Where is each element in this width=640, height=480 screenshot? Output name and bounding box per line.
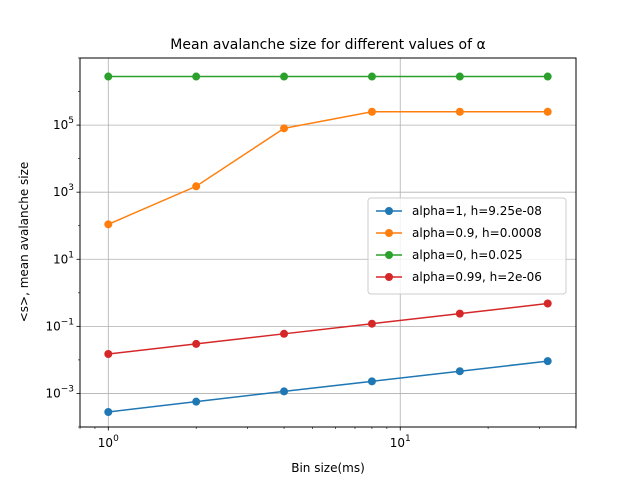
legend-entry: alpha=0.99, h=2e-06 [412, 270, 542, 284]
series-group [104, 72, 552, 416]
data-point [367, 377, 376, 386]
y-tick-label: 101 [53, 250, 74, 266]
y-axis-label: <s>, mean avalanche size [17, 162, 31, 323]
data-point [455, 309, 464, 318]
legend-marker [385, 273, 393, 281]
legend-marker [385, 207, 393, 215]
legend-entry: alpha=1, h=9.25e-08 [412, 204, 542, 218]
data-point [104, 72, 113, 81]
legend-entry: alpha=0.9, h=0.0008 [412, 226, 542, 240]
data-point [543, 357, 552, 366]
data-point [543, 107, 552, 116]
x-tick-label: 100 [98, 434, 119, 450]
legend-entry: alpha=0, h=0.025 [412, 248, 523, 262]
x-tick-label: 101 [390, 434, 411, 450]
data-point [192, 72, 201, 81]
series-line-3 [108, 302, 548, 355]
data-point [455, 367, 464, 376]
data-point [192, 339, 201, 348]
plot-frame [79, 57, 577, 428]
data-point [543, 72, 552, 81]
data-point [192, 182, 201, 191]
data-point [192, 397, 201, 406]
legend-box [367, 197, 567, 295]
data-point [367, 319, 376, 328]
data-point [367, 107, 376, 116]
data-point [280, 387, 289, 396]
data-point [543, 299, 552, 308]
data-point [280, 124, 289, 133]
data-point [104, 220, 113, 229]
chart-title: Mean avalanche size for different values… [170, 37, 485, 53]
data-point [104, 407, 113, 416]
y-tick-label: 103 [53, 183, 74, 199]
data-point [367, 72, 376, 81]
data-point [104, 350, 113, 359]
y-tick-label: 10−3 [45, 384, 74, 400]
axis-ticks: 100 101 10−3 10−1 101 103 105 [45, 57, 577, 450]
legend-marker [385, 229, 393, 237]
series-line-1 [107, 110, 548, 226]
y-tick-label: 105 [53, 116, 74, 132]
data-point [455, 72, 464, 81]
data-point [280, 72, 289, 81]
y-tick-label: 10−1 [45, 317, 74, 333]
legend-marker [385, 251, 393, 259]
data-point [280, 329, 289, 338]
data-point [455, 107, 464, 116]
x-axis-label: Bin size(ms) [291, 461, 365, 475]
legend: alpha=1, h=9.25e-08 alpha=0.9, h=0.0008 al… [367, 197, 567, 295]
series-line-0 [108, 360, 548, 413]
